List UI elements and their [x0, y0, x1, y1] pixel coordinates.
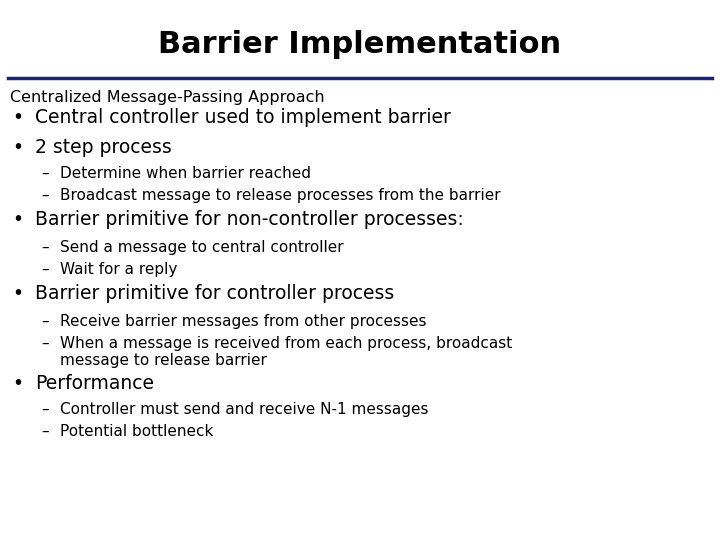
Text: –: – [41, 262, 49, 277]
Text: Potential bottleneck: Potential bottleneck [60, 424, 213, 439]
Text: Broadcast message to release processes from the barrier: Broadcast message to release processes f… [60, 188, 500, 203]
Text: –: – [41, 240, 49, 255]
Text: Performance: Performance [35, 374, 154, 393]
Text: •: • [12, 284, 24, 303]
Text: Send a message to central controller: Send a message to central controller [60, 240, 343, 255]
Text: –: – [41, 166, 49, 181]
Text: 2 step process: 2 step process [35, 138, 172, 157]
Text: Barrier Implementation: Barrier Implementation [158, 30, 562, 59]
Text: Wait for a reply: Wait for a reply [60, 262, 177, 277]
Text: Central controller used to implement barrier: Central controller used to implement bar… [35, 108, 451, 127]
Text: •: • [12, 374, 24, 393]
Text: Receive barrier messages from other processes: Receive barrier messages from other proc… [60, 314, 426, 329]
Text: Controller must send and receive N-1 messages: Controller must send and receive N-1 mes… [60, 402, 428, 417]
Text: –: – [41, 336, 49, 351]
Text: •: • [12, 138, 24, 157]
Text: –: – [41, 402, 49, 417]
Text: Centralized Message-Passing Approach: Centralized Message-Passing Approach [10, 90, 325, 105]
Text: •: • [12, 210, 24, 229]
Text: Barrier primitive for non-controller processes:: Barrier primitive for non-controller pro… [35, 210, 464, 229]
Text: Determine when barrier reached: Determine when barrier reached [60, 166, 311, 181]
Text: •: • [12, 108, 24, 127]
Text: –: – [41, 424, 49, 439]
Text: –: – [41, 314, 49, 329]
Text: When a message is received from each process, broadcast
message to release barri: When a message is received from each pro… [60, 336, 512, 368]
Text: Barrier primitive for controller process: Barrier primitive for controller process [35, 284, 395, 303]
Text: –: – [41, 188, 49, 203]
